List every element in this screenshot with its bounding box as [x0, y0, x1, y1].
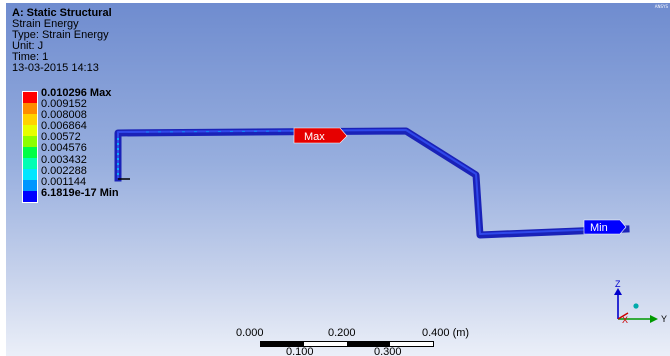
max-probe-label: Max: [304, 131, 325, 143]
legend-value: 0.003432: [41, 153, 87, 166]
scale-label-100: 0.100: [286, 346, 314, 356]
scale-label-300: 0.300: [374, 346, 402, 356]
min-probe-label: Min: [590, 222, 608, 234]
scale-label-200: 0.200: [328, 327, 356, 339]
legend-swatch: [23, 92, 37, 103]
scale-label-400: 0.400 (m): [422, 327, 470, 339]
legend-value: 0.001144: [41, 175, 87, 188]
result-name: Strain Energy: [12, 18, 79, 30]
triad-z-arrow: [614, 288, 622, 295]
legend-swatch: [23, 169, 37, 180]
pipe-geometry: [114, 127, 630, 239]
triad-x-axis: [617, 312, 629, 320]
pipe-highlight: [117, 129, 627, 235]
min-probe[interactable]: Min: [583, 219, 627, 235]
triad-x-label: X: [622, 315, 628, 325]
legend-value: 0.006864: [41, 120, 87, 133]
graphics-viewport[interactable]: ANSYS A: Static Structural Strain Energy…: [6, 3, 670, 356]
pipe-top-run-detail: [145, 130, 297, 133]
legend-swatch: [23, 125, 37, 136]
scale-bar-widget: 0.000 0.200 0.400 (m) 0.100 0.300: [236, 325, 476, 356]
legend-value: 0.00572: [41, 131, 81, 144]
axis-triad[interactable]: Z Y X: [606, 275, 670, 327]
result-unit: Unit: J: [12, 40, 44, 52]
triad-y-arrow: [650, 315, 658, 323]
scale-label-0: 0.000: [236, 327, 264, 339]
legend-value: 0.010296 Max: [41, 87, 112, 99]
pipe-model[interactable]: Max Min: [6, 3, 670, 356]
result-type: Type: Strain Energy: [12, 29, 109, 41]
legend-value: 0.002288: [41, 164, 87, 177]
legend-value: 6.1819e-17 Min: [41, 186, 119, 199]
ansys-logo: ANSYS: [654, 4, 668, 9]
legend-swatch: [23, 180, 37, 191]
legend-swatch: [23, 103, 37, 114]
triad-y-label: Y: [661, 314, 667, 324]
legend-labels: 0.010296 Max 0.009152 0.008008 0.006864 0.00…: [41, 87, 119, 199]
legend-color-bar: [22, 91, 38, 203]
legend-swatch: [23, 114, 37, 125]
analysis-title: A: Static Structural: [12, 7, 112, 19]
legend-value: 0.004576: [41, 142, 87, 155]
legend-value: 0.009152: [41, 98, 87, 111]
legend-swatch: [23, 147, 37, 158]
legend-swatch: [23, 191, 37, 202]
legend-value: 0.008008: [41, 109, 87, 122]
triad-z-label: Z: [615, 279, 621, 289]
result-timestamp: 13-03-2015 14:13: [12, 62, 99, 74]
legend-swatch: [23, 158, 37, 169]
legend-swatch: [23, 136, 37, 147]
result-time: Time: 1: [12, 51, 49, 63]
result-info-block: A: Static Structural Strain Energy Type:…: [12, 8, 112, 74]
triad-iso-ball[interactable]: [633, 303, 639, 309]
max-probe[interactable]: Max: [293, 127, 348, 144]
scale-bar: [260, 341, 434, 347]
